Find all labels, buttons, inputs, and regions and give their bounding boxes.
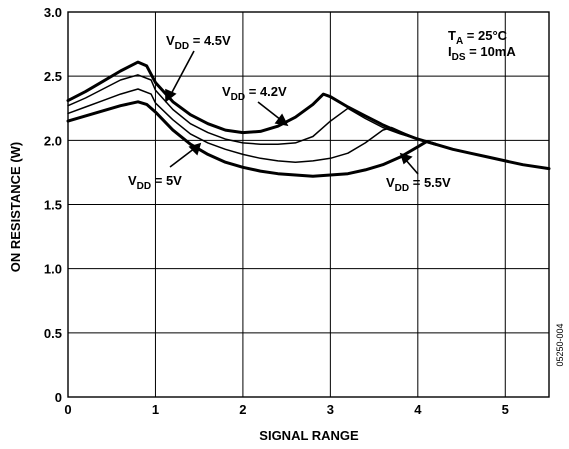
- label-vdd-5: VDD = 5V: [128, 173, 182, 192]
- y-tick-label: 1.0: [44, 262, 62, 277]
- arrowhead-vdd-4p5: [165, 88, 177, 103]
- series-group: [66, 60, 551, 178]
- x-tick-label: 5: [502, 402, 509, 417]
- y-tick-label: 2.0: [44, 133, 62, 148]
- arrowhead-vdd-5: [188, 142, 202, 156]
- plot-frame: [67, 11, 550, 398]
- arrowhead-vdd-4p2: [274, 113, 289, 127]
- series-line-2: [67, 88, 419, 163]
- y-tick-label: 2.5: [44, 69, 62, 84]
- label-vdd-5p5: VDD = 5.5V: [386, 175, 451, 194]
- x-tick-label: 2: [239, 402, 246, 417]
- y-tick-label: 0: [55, 390, 62, 405]
- arrow-vdd-5p5: [404, 158, 419, 175]
- grid: [68, 12, 549, 397]
- label-arrows: [165, 50, 419, 175]
- label-vdd-4p5: VDD = 4.5V: [166, 33, 231, 52]
- series-line-3: [66, 100, 437, 178]
- x-tick-label: 4: [414, 402, 422, 417]
- y-tick-label: 0.5: [44, 326, 62, 341]
- arrow-vdd-5: [169, 147, 196, 168]
- y-tick-labels: 0 0.5 1.0 1.5 2.0 2.5 3.0: [44, 5, 62, 405]
- x-tick-label: 3: [327, 402, 334, 417]
- x-tick-label: 1: [152, 402, 159, 417]
- arrow-vdd-4p2: [257, 101, 282, 121]
- x-axis-title: SIGNAL RANGE: [259, 428, 359, 443]
- y-tick-label: 1.5: [44, 198, 62, 213]
- y-tick-label: 3.0: [44, 5, 62, 20]
- series-line-1: [67, 74, 419, 145]
- condition-current: IDS = 10mA: [448, 44, 516, 63]
- y-axis-title: ON RESISTANCE (W): [8, 142, 23, 272]
- figure-code: 05250-004: [555, 323, 565, 366]
- arrowhead-vdd-5p5: [399, 152, 413, 165]
- label-vdd-4p2: VDD = 4.2V: [222, 84, 287, 103]
- condition-temperature: TA = 25°C: [448, 28, 508, 47]
- x-tick-labels: 0 1 2 3 4 5: [64, 402, 509, 417]
- x-tick-label: 0: [64, 402, 71, 417]
- arrow-vdd-4p5: [169, 50, 195, 97]
- series-line-0: [66, 60, 551, 171]
